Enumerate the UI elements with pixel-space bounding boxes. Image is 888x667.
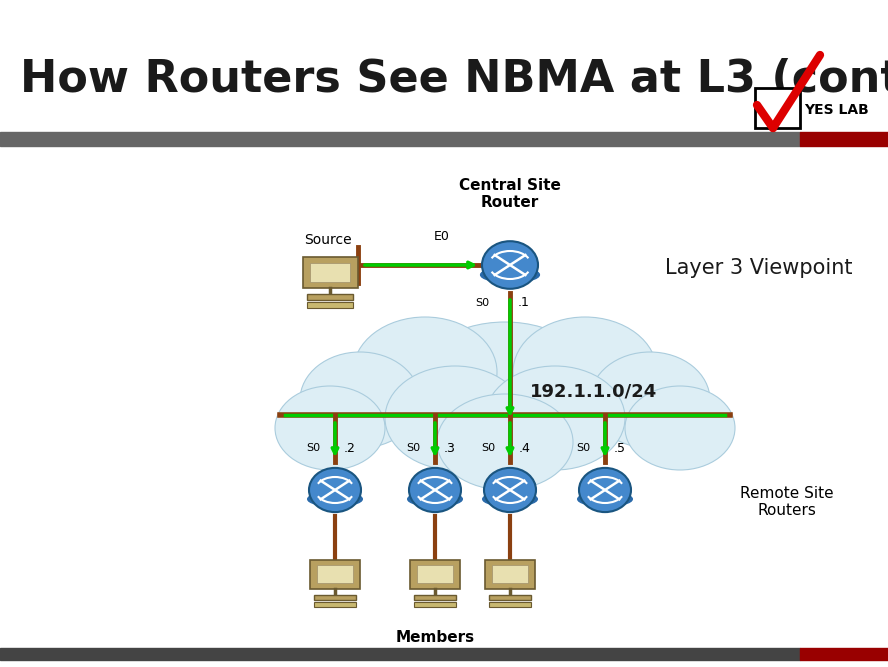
Bar	[414, 595, 456, 600]
Ellipse shape	[484, 468, 536, 512]
Ellipse shape	[578, 492, 632, 506]
Bar	[492, 565, 528, 584]
Text: S0: S0	[306, 443, 320, 453]
Bar	[800, 648, 888, 660]
Ellipse shape	[437, 394, 573, 490]
Ellipse shape	[410, 322, 600, 458]
Bar	[417, 565, 453, 584]
Text: YES LAB: YES LAB	[804, 103, 868, 117]
Ellipse shape	[308, 492, 362, 506]
Text: S0: S0	[475, 298, 489, 308]
Ellipse shape	[408, 492, 463, 506]
FancyBboxPatch shape	[310, 560, 360, 589]
Text: S0: S0	[576, 443, 590, 453]
Bar	[306, 294, 353, 300]
FancyBboxPatch shape	[485, 560, 535, 589]
Ellipse shape	[275, 386, 385, 470]
Bar	[755, 88, 800, 128]
Ellipse shape	[409, 468, 461, 512]
FancyBboxPatch shape	[410, 560, 460, 589]
Text: E0: E0	[434, 231, 450, 243]
Ellipse shape	[480, 267, 539, 283]
Ellipse shape	[625, 386, 735, 470]
Bar	[0, 132, 800, 146]
Text: How Routers See NBMA at L3 (cont.): How Routers See NBMA at L3 (cont.)	[20, 59, 888, 101]
Bar	[488, 602, 531, 608]
Text: Layer 3 Viewpoint: Layer 3 Viewpoint	[665, 258, 852, 278]
Ellipse shape	[483, 492, 537, 506]
Ellipse shape	[513, 317, 657, 427]
Text: .1: .1	[518, 297, 530, 309]
Bar	[306, 302, 353, 307]
Bar	[800, 132, 888, 146]
Bar	[414, 602, 456, 608]
Text: Source: Source	[305, 233, 352, 247]
Text: Members: Members	[395, 630, 474, 646]
Text: S0: S0	[481, 443, 496, 453]
Ellipse shape	[353, 317, 497, 427]
Ellipse shape	[590, 352, 710, 448]
Text: .5: .5	[614, 442, 626, 454]
Bar	[313, 602, 356, 608]
Ellipse shape	[309, 468, 361, 512]
Bar	[0, 648, 800, 660]
Bar	[310, 263, 350, 282]
Text: .4: .4	[519, 442, 531, 454]
Text: Remote Site
Routers: Remote Site Routers	[740, 486, 834, 518]
Text: .3: .3	[444, 442, 456, 454]
Bar	[313, 595, 356, 600]
Ellipse shape	[385, 366, 525, 470]
Text: S0: S0	[406, 443, 420, 453]
Ellipse shape	[482, 241, 538, 289]
Ellipse shape	[485, 366, 625, 470]
Text: .2: .2	[344, 442, 356, 454]
FancyBboxPatch shape	[303, 257, 358, 288]
Text: Central Site
Router: Central Site Router	[459, 178, 561, 210]
Ellipse shape	[579, 468, 631, 512]
Ellipse shape	[300, 352, 420, 448]
Bar	[317, 565, 353, 584]
Bar	[488, 595, 531, 600]
Text: 192.1.1.0/24: 192.1.1.0/24	[530, 383, 657, 401]
